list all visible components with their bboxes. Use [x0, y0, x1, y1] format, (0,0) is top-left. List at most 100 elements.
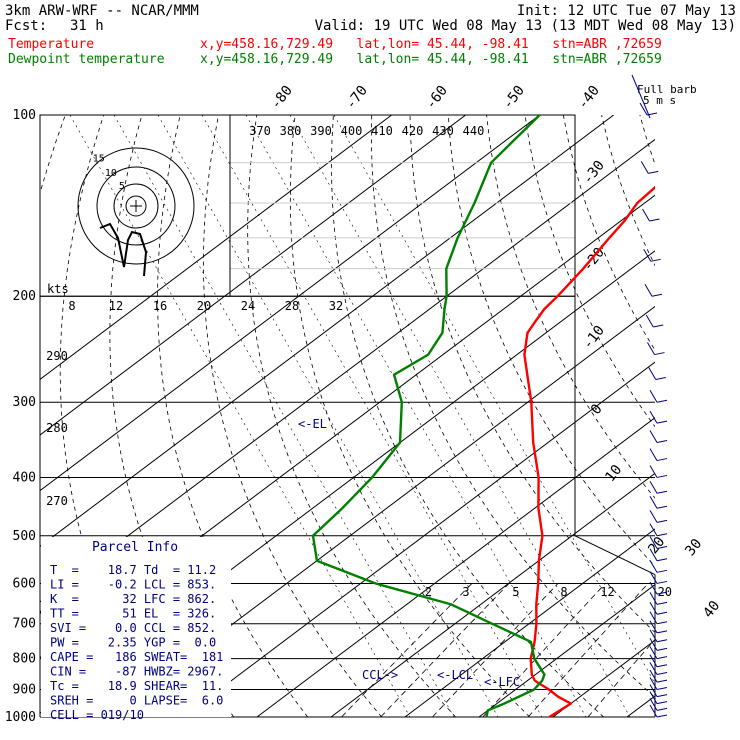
pressure-tick-label: 200	[13, 289, 36, 304]
wind-barb	[655, 376, 666, 380]
isotherm-label: 40	[700, 598, 723, 621]
wind-barb	[649, 389, 658, 403]
pressure-tick-label: 300	[13, 395, 36, 410]
pressure-tick-label: 1000	[5, 710, 36, 725]
hodograph-trace	[99, 222, 148, 277]
parcel-info-row: PW = 2.35 YGP = 0.0	[50, 636, 216, 650]
theta-left-label: 280	[46, 421, 68, 435]
isotherm-line	[40, 115, 614, 547]
wind-barb	[649, 691, 658, 704]
isotherm-line	[40, 115, 392, 381]
wind-barb	[656, 664, 668, 668]
mixing-ratio-label: 2	[425, 585, 432, 599]
wind-barb	[656, 519, 668, 523]
wind-barb	[656, 601, 668, 605]
model-title: 3km ARW-WRF -- NCAR/MMM	[5, 3, 199, 19]
forecast-label: Fcst:	[5, 18, 48, 34]
mixing-ratio-line	[587, 638, 655, 718]
isotherm-line	[182, 361, 655, 718]
wind-barb	[649, 481, 658, 494]
isotherm-line	[478, 584, 655, 718]
wind-barb	[649, 592, 658, 605]
wind-barb	[656, 505, 668, 509]
wind-barb	[654, 352, 665, 356]
parcel-info-row: SVI = 0.0 CCL = 852.	[50, 621, 216, 635]
wind-barb	[656, 546, 668, 550]
full-barb-label: Full barb	[637, 83, 697, 96]
isotherm-label: -40	[575, 83, 603, 113]
wind-speed-line	[333, 115, 655, 684]
wind-barb	[656, 707, 668, 711]
parcel-info-background	[41, 537, 231, 717]
parcel-info-row: TT = 51 EL = 326.	[50, 607, 216, 621]
wind-barb	[656, 694, 668, 698]
wind-speed-label: 8	[68, 299, 75, 313]
isotherm-line	[404, 528, 655, 718]
wind-barb	[656, 621, 668, 625]
wind-barb	[656, 420, 668, 424]
wind-barb	[656, 533, 668, 537]
wind-barb	[656, 647, 668, 651]
wind-barb	[656, 686, 668, 690]
pressure-tick-label: 500	[13, 529, 36, 544]
isotherm-line	[40, 115, 540, 492]
isotherm-label: -30	[580, 158, 608, 188]
parcel-info-row: SREH = 0 LAPSE= 6.0	[50, 694, 223, 708]
wind-barb	[656, 714, 668, 718]
sounding-traces	[311, 115, 655, 719]
init-time: Init: 12 UTC Tue 07 May 13	[516, 3, 736, 19]
dry-adiabat-line	[289, 115, 530, 718]
isotherm-line	[256, 417, 655, 718]
hodograph-ring	[113, 183, 159, 229]
mixing-ratio-label: 3	[462, 585, 469, 599]
hodograph-ring-label: 10	[105, 168, 117, 179]
isotherm-line	[330, 472, 655, 718]
wind-barb	[639, 102, 648, 116]
wind-barb	[656, 580, 668, 584]
theta-left-label: 270	[46, 494, 68, 508]
el-marker: <-EL	[298, 417, 327, 431]
wind-barb	[649, 548, 658, 561]
wind-barb	[649, 218, 660, 222]
parcel-info-row: CIN = -87 HWBZ= 2967.	[50, 665, 223, 679]
wind-speed-line	[157, 115, 499, 718]
wind-barb	[656, 591, 668, 595]
wind-barb	[649, 601, 658, 615]
wind-barb	[649, 654, 658, 667]
wind-barb	[649, 495, 658, 509]
wind-barb	[649, 465, 658, 478]
wind-barb	[649, 571, 658, 584]
pressure-tick-label: 900	[13, 682, 36, 697]
wind-barb	[649, 523, 658, 537]
mixing-ratio-label: 12	[600, 585, 614, 599]
wind-barb	[656, 490, 668, 494]
valid-time: Valid: 19 UTC Wed 08 May 13 (13 MDT Wed …	[314, 18, 736, 34]
lcl-marker: <-LCL	[437, 668, 473, 682]
right-axis-slant	[574, 535, 656, 576]
wind-barb	[649, 646, 658, 659]
isotherm-line	[108, 305, 655, 718]
pressure-tick-label: 800	[13, 652, 36, 667]
wind-speed-line	[113, 115, 455, 718]
legend-dewpoint-info: x,y=458.16,729.49 lat,lon= 45.44, -98.41…	[200, 52, 662, 67]
hodograph-ring-label: 5	[119, 181, 125, 192]
legend-temperature-info: x,y=458.16,729.49 lat,lon= 45.44, -98.41…	[200, 37, 662, 52]
wind-speed-line	[245, 115, 587, 718]
isotherm-label: -70	[343, 83, 371, 113]
parcel-info-row: CAPE = 186 SWEAT= 181	[50, 650, 223, 664]
wind-barb	[649, 611, 658, 625]
wind-barb	[656, 440, 668, 444]
wind-speed-label: 16	[153, 299, 167, 313]
wind-barb	[649, 430, 658, 443]
isotherm-line	[626, 695, 655, 718]
forecast-hour: 31 h	[70, 18, 104, 34]
parcel-info-row: CELL = 019/10	[50, 708, 144, 722]
theta-label: 410	[371, 124, 393, 138]
temperature-trace	[523, 185, 655, 719]
wind-barb	[645, 314, 654, 328]
isotherm-label: -60	[423, 83, 451, 113]
wind-barb	[648, 170, 659, 174]
